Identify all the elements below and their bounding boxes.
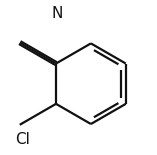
Text: Cl: Cl	[15, 132, 30, 147]
Text: N: N	[51, 6, 62, 21]
